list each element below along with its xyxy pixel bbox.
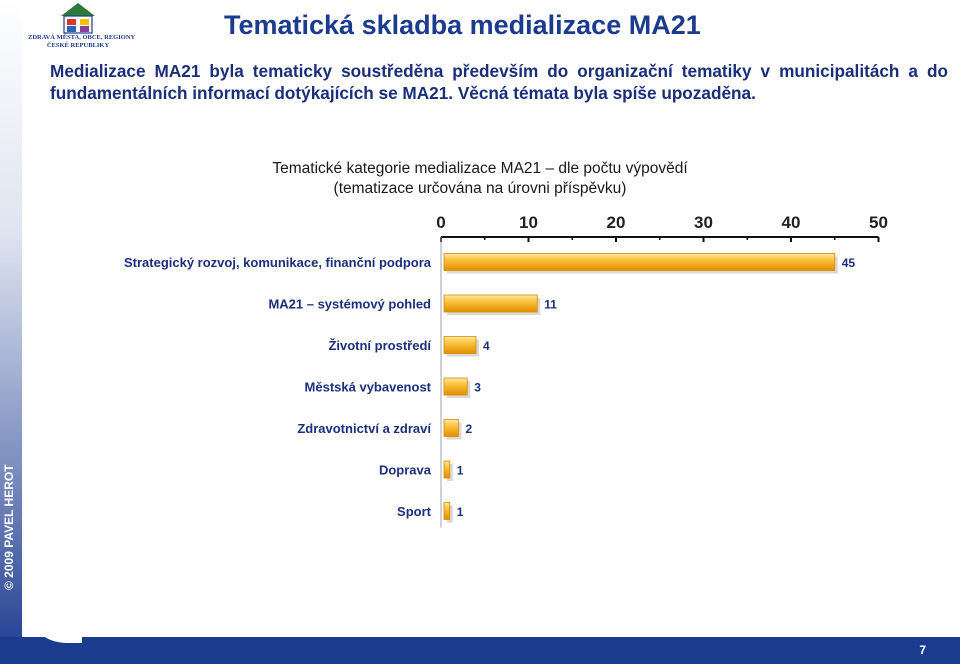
category-label: Městská vybavenost [305, 380, 432, 395]
x-axis: 0 10 20 30 40 50 [436, 213, 888, 528]
x-tick-label: 50 [869, 213, 888, 232]
bar [443, 460, 451, 479]
category-label: Strategický rozvoj, komunikace, finanční… [124, 255, 432, 270]
bar [443, 336, 477, 354]
chart-title: Tematické kategorie medializace MA21 – d… [272, 160, 688, 177]
house-logo-icon [61, 3, 95, 34]
copyright-notice: © 2009 PAVEL HEROT [2, 464, 16, 590]
category-label: Sport [397, 504, 432, 519]
category-label: MA21 – systémový pohled [268, 297, 431, 312]
x-tick-label: 0 [436, 213, 445, 232]
logo-text-line2: ČESKÉ REPUBLIKY [46, 42, 110, 49]
category-label: Zdravotnictví a zdraví [297, 421, 431, 436]
bar-chart: 0 10 20 30 40 50 Strategický rozvoj, komunika… [124, 213, 888, 528]
x-tick-label: 40 [782, 213, 801, 232]
bars: Strategický rozvoj, komunikace, finanční… [124, 253, 856, 523]
chart-subtitle: (tematizace určována na úrovni příspěvku… [333, 180, 627, 197]
side-band [0, 0, 22, 664]
x-tick-label: 10 [519, 213, 538, 232]
category-label: Životní prostředí [328, 338, 431, 353]
value-label: 45 [842, 256, 856, 270]
x-tick-label: 30 [694, 213, 713, 232]
bar [443, 294, 538, 313]
value-label: 4 [483, 339, 490, 353]
category-label: Doprava [379, 463, 432, 478]
value-label: 2 [466, 422, 473, 436]
value-label: 11 [544, 298, 557, 312]
bar [443, 502, 451, 520]
bar [443, 377, 468, 396]
healthy-cities-logo: ZDRAVÁ MĚSTA, OBCE, REGIONY ČESKÉ REPUBL… [28, 0, 136, 56]
value-label: 1 [457, 505, 464, 519]
value-label: 3 [474, 381, 481, 395]
logo-text-line1: ZDRAVÁ MĚSTA, OBCE, REGIONY [28, 34, 136, 41]
value-label: 1 [457, 464, 464, 478]
lead-paragraph: Medializace MA21 byla tematicky soustřed… [50, 61, 948, 103]
bar [443, 253, 836, 271]
footer-band [0, 637, 960, 664]
page-number: 7 [919, 643, 926, 657]
bar [443, 419, 459, 437]
x-tick-label: 20 [607, 213, 626, 232]
page-title: Tematická skladba medializace MA21 [224, 10, 701, 40]
